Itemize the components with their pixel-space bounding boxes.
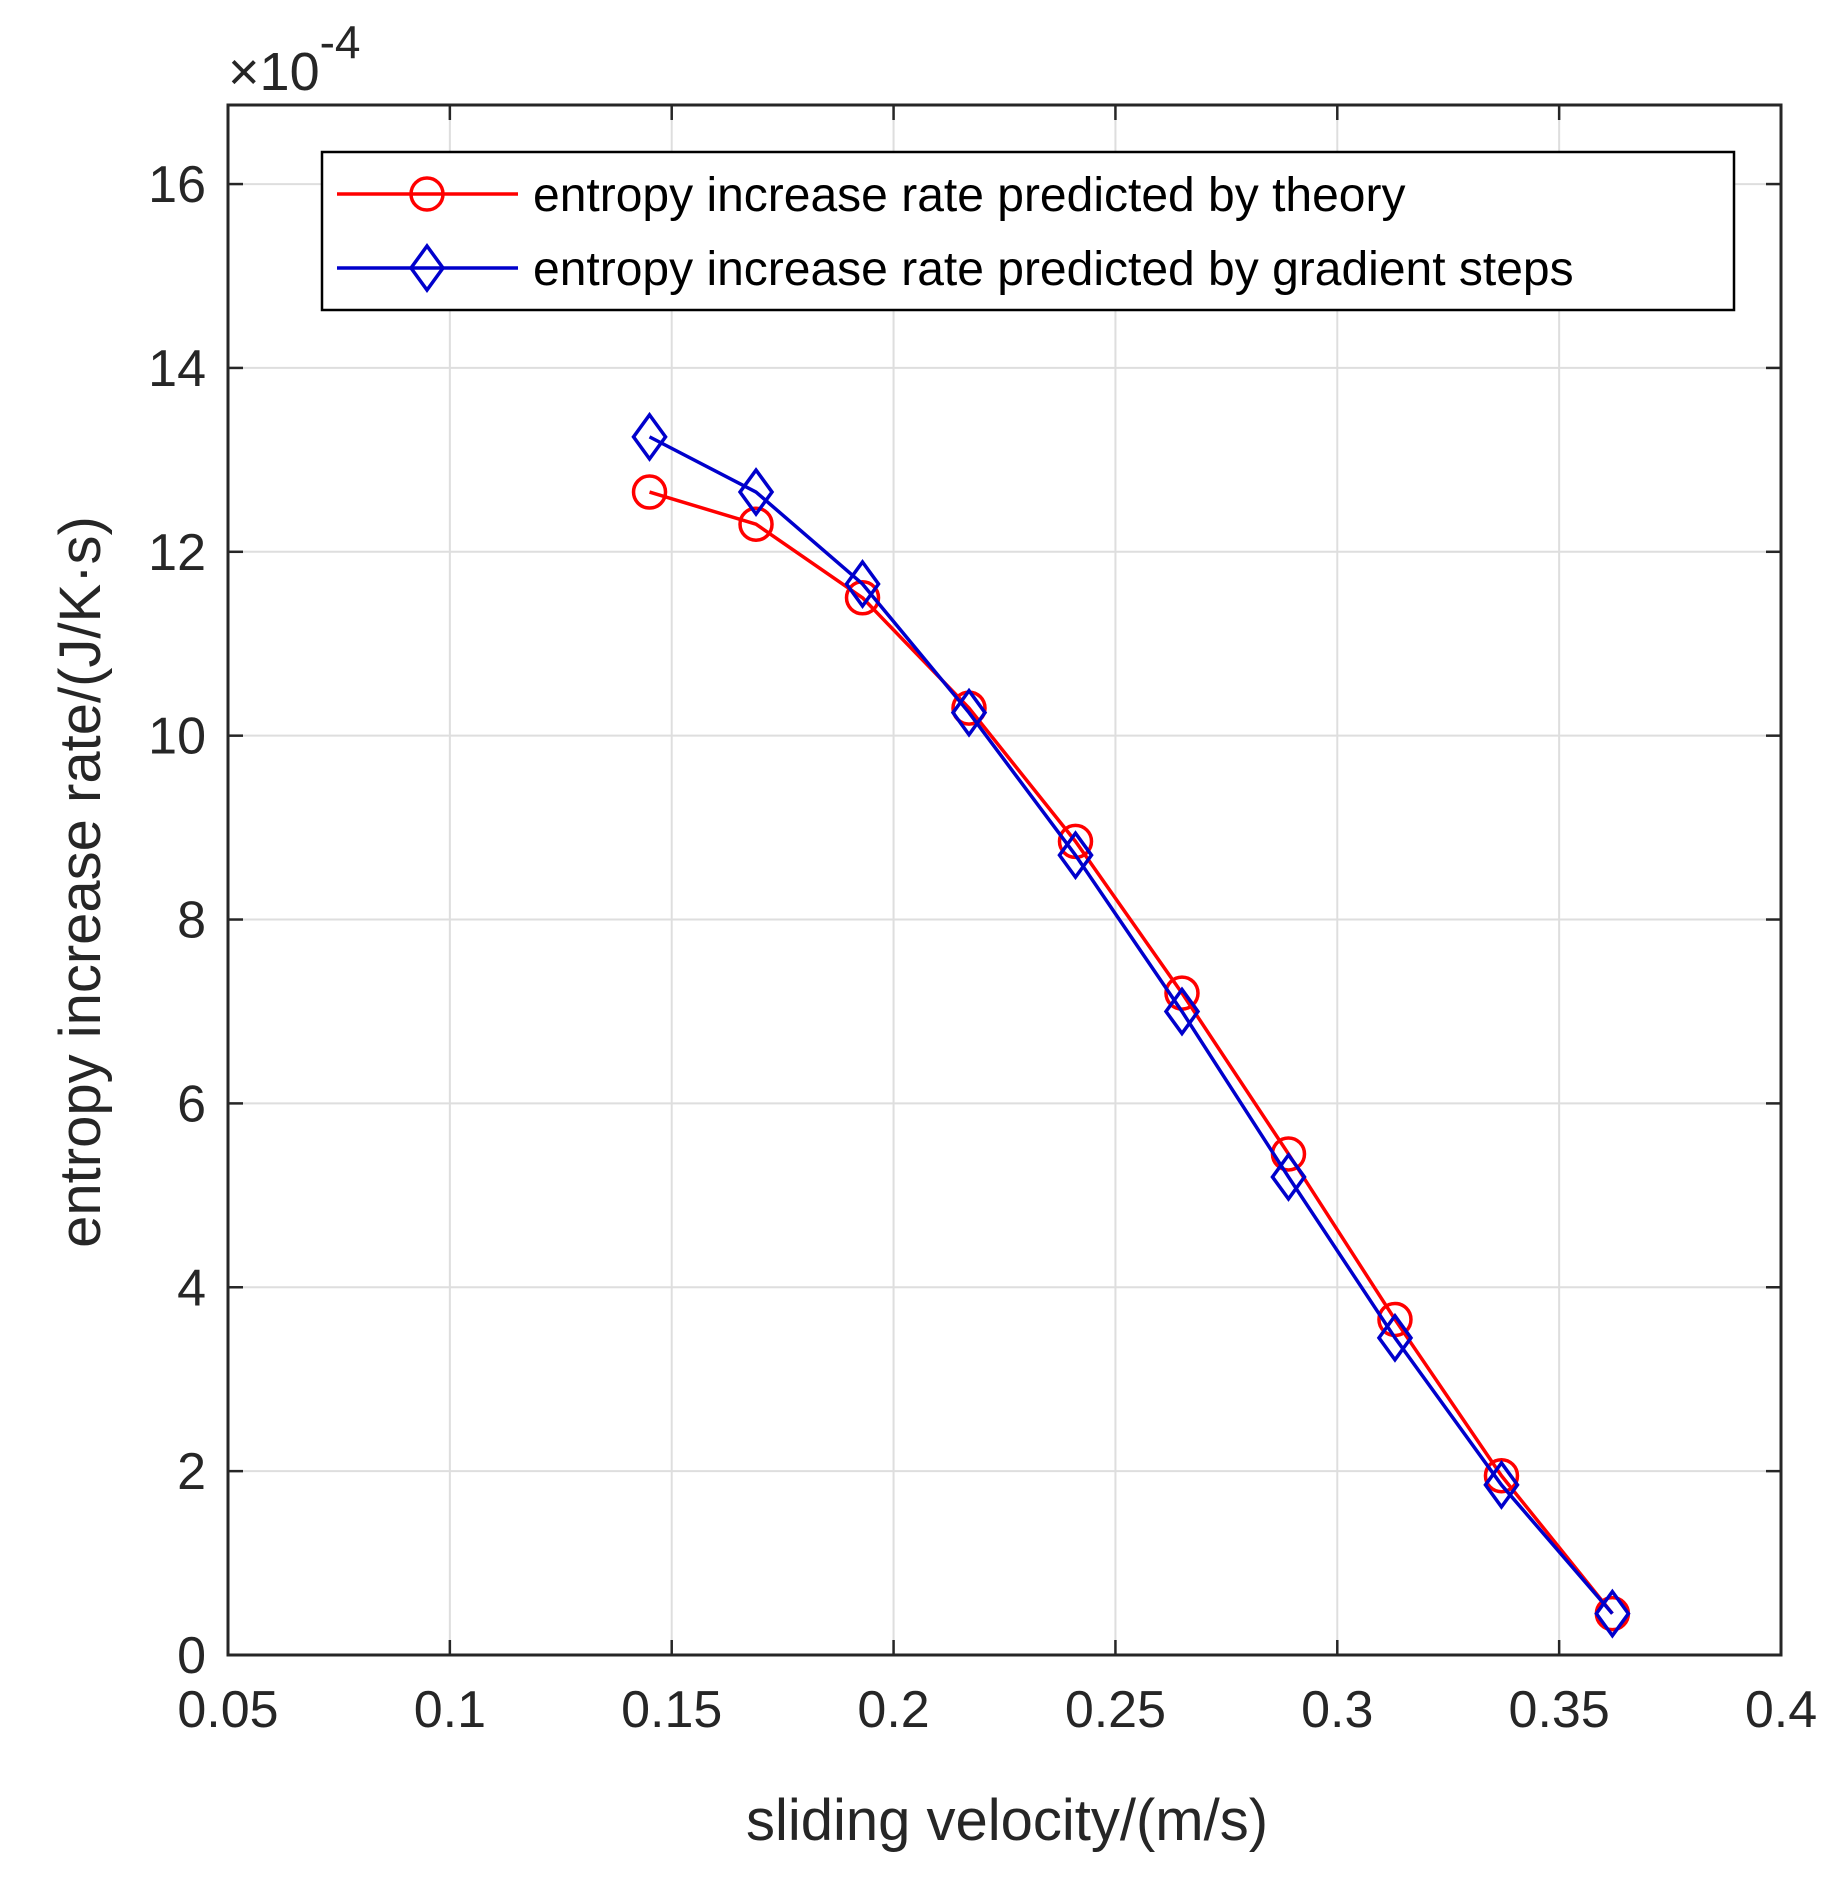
y-tick-label: 16 xyxy=(148,156,206,214)
data-point-diamond xyxy=(1594,1588,1631,1639)
data-point-diamond xyxy=(844,558,881,609)
legend: entropy increase rate predicted by theor… xyxy=(320,150,1736,312)
legend-label-theory: entropy increase rate predicted by theor… xyxy=(533,169,1405,222)
y-axis-multiplier-base: ×10 xyxy=(228,42,320,102)
series-line xyxy=(649,490,1614,1615)
y-axis-multiplier: ×10-4 xyxy=(228,16,361,102)
data-point-diamond xyxy=(1057,830,1094,881)
series-layer xyxy=(631,411,1631,1639)
data-point-circle xyxy=(631,474,668,510)
legend-marker-theory xyxy=(409,176,445,212)
axis-ticks: 0.05 0.1 0.15 0.2 0.25 0.3 0.35 0.4 0 2 4 6 8 10 12 14 1… xyxy=(148,105,1817,1739)
y-axis-multiplier-exponent: -4 xyxy=(320,16,361,68)
x-tick-label: 0.3 xyxy=(1301,1681,1373,1739)
data-point-diamond xyxy=(1163,986,1201,1037)
legend-marker-gradient xyxy=(408,243,446,293)
x-tick-label: 0.1 xyxy=(414,1681,486,1739)
legend-label-gradient: entropy increase rate predicted by gradi… xyxy=(533,243,1574,296)
x-tick-label: 0.35 xyxy=(1509,1681,1610,1739)
x-tick-label: 0.15 xyxy=(621,1681,722,1739)
data-point-circle xyxy=(1483,1457,1520,1494)
data-point-diamond xyxy=(631,411,668,462)
series-line xyxy=(648,435,1614,1615)
data-point-diamond xyxy=(1270,1151,1307,1202)
data-point-diamond xyxy=(950,687,988,738)
data-point-diamond xyxy=(1483,1459,1520,1510)
legend-box xyxy=(320,150,1736,312)
y-tick-label: 2 xyxy=(177,1443,206,1501)
x-tick-label: 0.4 xyxy=(1745,1681,1817,1739)
x-tick-label: 0.05 xyxy=(177,1681,278,1739)
y-tick-label: 4 xyxy=(177,1259,206,1317)
y-tick-label: 12 xyxy=(148,524,206,582)
y-axis-label: entropy increase rate/(J/K·s) xyxy=(48,516,113,1248)
x-axis-label: sliding velocity/(m/s) xyxy=(746,1788,1268,1853)
series-gradient xyxy=(631,411,1631,1639)
data-point-circle xyxy=(738,506,774,542)
y-tick-label: 8 xyxy=(177,892,206,950)
y-tick-label: 10 xyxy=(148,708,206,766)
y-tick-label: 6 xyxy=(177,1075,206,1133)
y-tick-label: 0 xyxy=(177,1627,206,1685)
x-tick-label: 0.25 xyxy=(1065,1681,1166,1739)
x-tick-label: 0.2 xyxy=(857,1681,929,1739)
plot-frame xyxy=(226,103,1783,1657)
data-point-diamond xyxy=(1376,1312,1414,1363)
y-tick-label: 14 xyxy=(148,340,206,398)
data-point-diamond xyxy=(737,467,775,518)
